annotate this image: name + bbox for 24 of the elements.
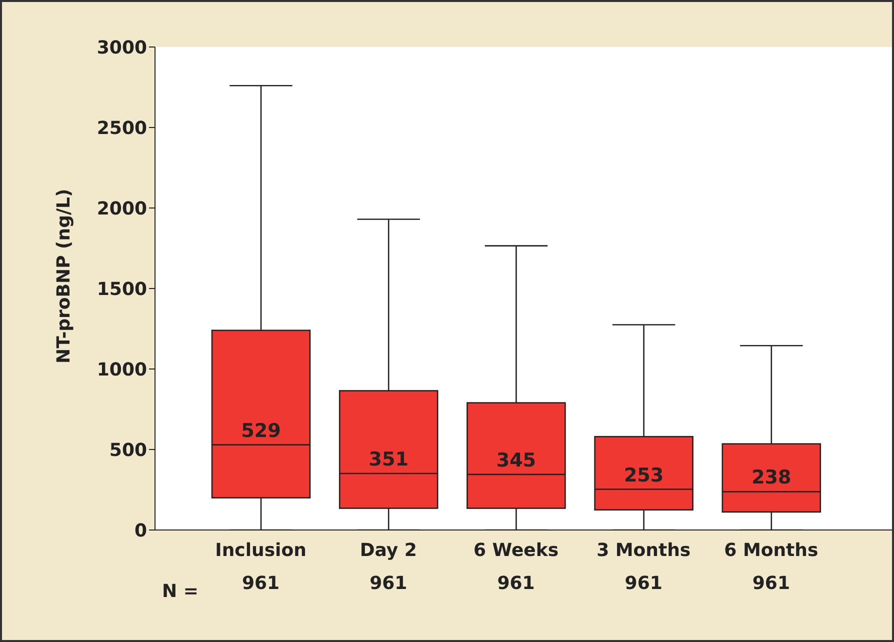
text: 351	[368, 448, 408, 470]
x-tick-label: Day 2	[360, 540, 417, 561]
y-tick-label: 2000	[96, 198, 147, 220]
y-axis-title: NT-proBNP (ng/L)	[53, 188, 74, 364]
x-tick-label: 6 Months	[724, 540, 818, 561]
text: 961	[497, 573, 535, 594]
text: 961	[624, 573, 662, 594]
text: 529	[241, 420, 281, 442]
text: 961	[370, 573, 408, 594]
y-tick-label: 3000	[96, 37, 147, 58]
y-tick-label: 1500	[96, 278, 147, 300]
text: 961	[242, 573, 280, 594]
y-tick-label: 2500	[96, 118, 147, 139]
text: 253	[624, 464, 664, 486]
y-tick-label: 1000	[96, 359, 147, 380]
y-tick-label: 0	[134, 520, 147, 542]
x-tick-label: 3 Months	[596, 540, 691, 561]
text: 238	[752, 466, 792, 489]
x-tick-label: 6 Weeks	[473, 540, 559, 561]
text: 961	[752, 573, 790, 594]
text: 345	[496, 449, 536, 472]
y-tick-label: 500	[109, 440, 147, 461]
text: N =	[162, 581, 198, 602]
x-tick-label: Inclusion	[215, 540, 306, 561]
